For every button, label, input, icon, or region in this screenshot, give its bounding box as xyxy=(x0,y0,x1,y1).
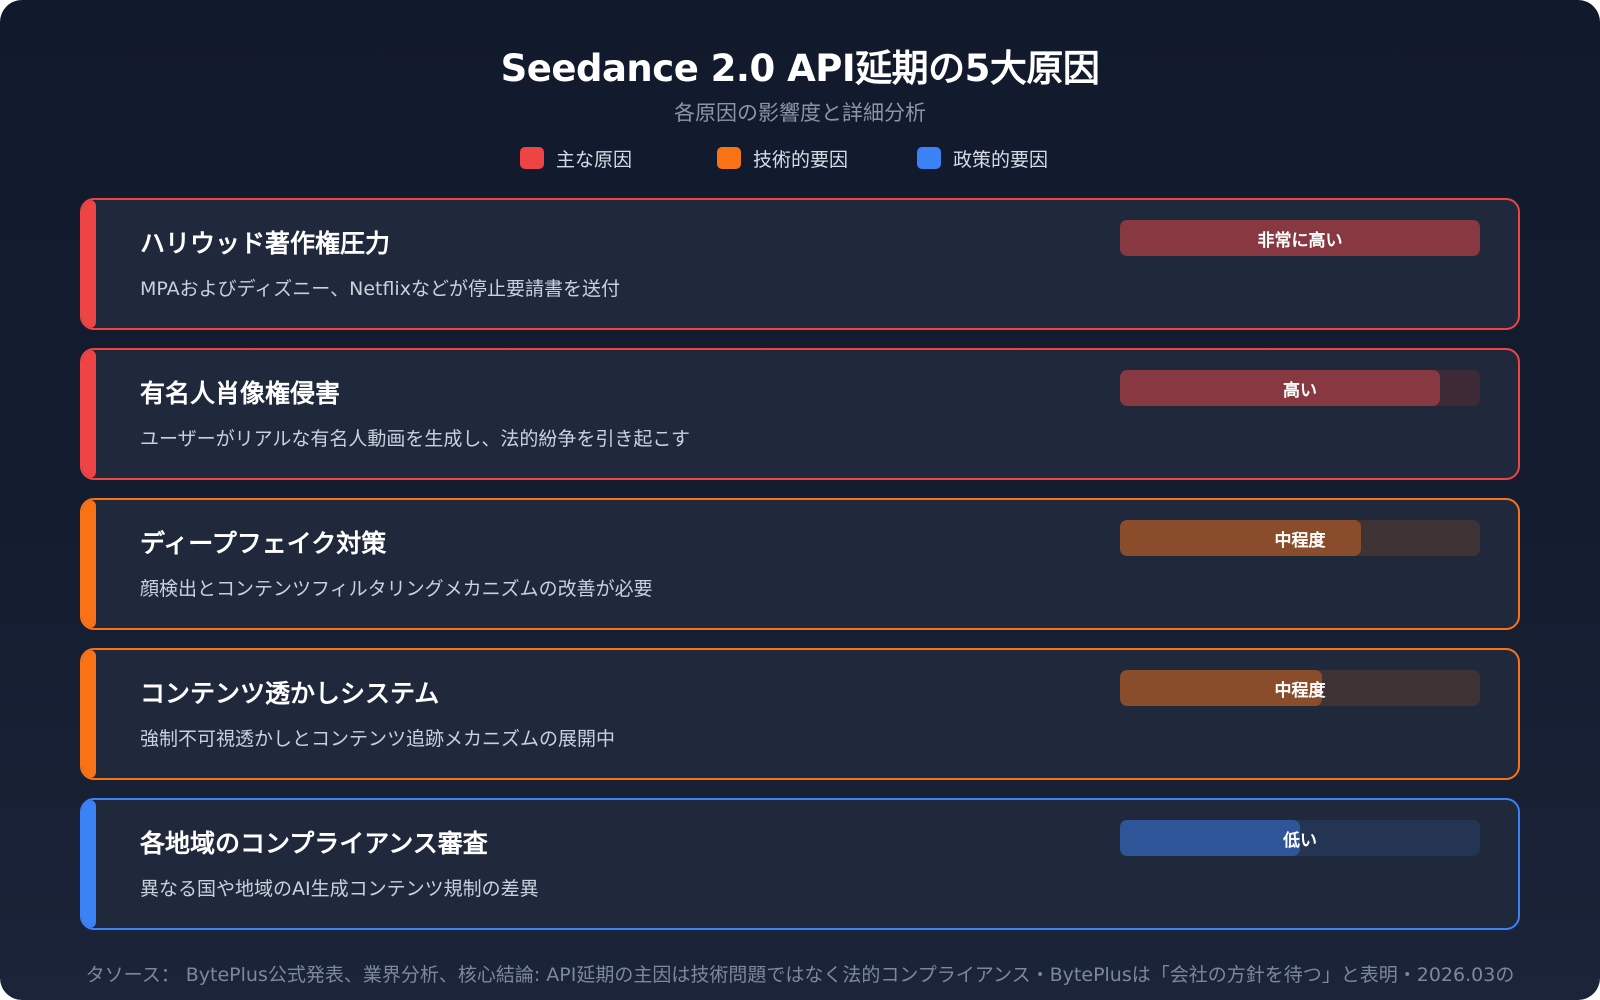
cause-description: 顔検出とコンテンツフィルタリングメカニズムの改善が必要 xyxy=(140,578,653,600)
impact-bar-fill xyxy=(1120,670,1322,706)
source-footnote: タソース： BytePlus公式発表、業界分析、核心結論: API延期の主因は技… xyxy=(85,964,1515,986)
page-title: Seedance 2.0 API延期の5大原因 xyxy=(500,47,1100,90)
page-subtitle: 各原因の影響度と詳細分析 xyxy=(674,101,926,125)
cause-card-regional-compliance: 各地域のコンプライアンス審査 異なる国や地域のAI生成コンテンツ規制の差異 低い xyxy=(80,798,1520,930)
impact-bar: 高い xyxy=(1120,370,1480,406)
category-accent-bar xyxy=(82,500,96,628)
impact-bar-fill xyxy=(1120,820,1300,856)
category-accent-bar xyxy=(82,200,96,328)
legend-swatch-orange-icon xyxy=(717,147,741,169)
legend-label: 政策的要因 xyxy=(953,148,1049,171)
impact-label: 中程度 xyxy=(1274,680,1326,701)
legend-item-technical: 技術的要因 xyxy=(717,145,848,171)
legend-swatch-blue-icon xyxy=(917,147,941,169)
impact-label: 低い xyxy=(1283,830,1317,851)
cause-title: 有名人肖像権侵害 xyxy=(140,379,341,408)
impact-label: 非常に高い xyxy=(1257,230,1343,251)
cause-card-hollywood-copyright: ハリウッド著作権圧力 MPAおよびディズニー、Netflixなどが停止要請書を送… xyxy=(80,198,1520,330)
legend-swatch-red-icon xyxy=(520,147,544,169)
impact-bar: 非常に高い xyxy=(1120,220,1480,256)
impact-bar-fill xyxy=(1120,220,1480,256)
cause-description: MPAおよびディズニー、Netflixなどが停止要請書を送付 xyxy=(140,278,620,300)
category-accent-bar xyxy=(82,350,96,478)
legend-label: 主な原因 xyxy=(556,148,633,171)
legend-label: 技術的要因 xyxy=(753,148,849,171)
legend-item-policy: 政策的要因 xyxy=(917,145,1048,171)
cause-card-celebrity-likeness: 有名人肖像権侵害 ユーザーがリアルな有名人動画を生成し、法的紛争を引き起こす 高… xyxy=(80,348,1520,480)
cause-description: 強制不可視透かしとコンテンツ追跡メカニズムの展開中 xyxy=(140,728,616,750)
category-accent-bar xyxy=(82,800,96,928)
cause-card-deepfake: ディープフェイク対策 顔検出とコンテンツフィルタリングメカニズムの改善が必要 中… xyxy=(80,498,1520,630)
impact-bar-fill xyxy=(1120,520,1362,556)
cause-description: ユーザーがリアルな有名人動画を生成し、法的紛争を引き起こす xyxy=(140,428,691,450)
cause-title: ディープフェイク対策 xyxy=(140,529,387,558)
category-accent-bar xyxy=(82,650,96,778)
cause-title: コンテンツ透かしシステム xyxy=(140,679,440,708)
impact-label: 中程度 xyxy=(1274,530,1326,551)
cause-title: 各地域のコンプライアンス審査 xyxy=(140,829,488,858)
impact-bar: 中程度 xyxy=(1120,670,1480,706)
impact-bar: 低い xyxy=(1120,820,1480,856)
legend: 主な原因 技術的要因 政策的要因 xyxy=(0,145,1600,171)
impact-label: 高い xyxy=(1283,380,1317,401)
cause-description: 異なる国や地域のAI生成コンテンツ規制の差異 xyxy=(140,878,539,900)
cause-title: ハリウッド著作権圧力 xyxy=(140,229,391,258)
cause-card-watermark: コンテンツ透かしシステム 強制不可視透かしとコンテンツ追跡メカニズムの展開中 中… xyxy=(80,648,1520,780)
legend-item-primary: 主な原因 xyxy=(520,145,632,171)
impact-bar-fill xyxy=(1120,370,1441,406)
impact-bar: 中程度 xyxy=(1120,520,1480,556)
